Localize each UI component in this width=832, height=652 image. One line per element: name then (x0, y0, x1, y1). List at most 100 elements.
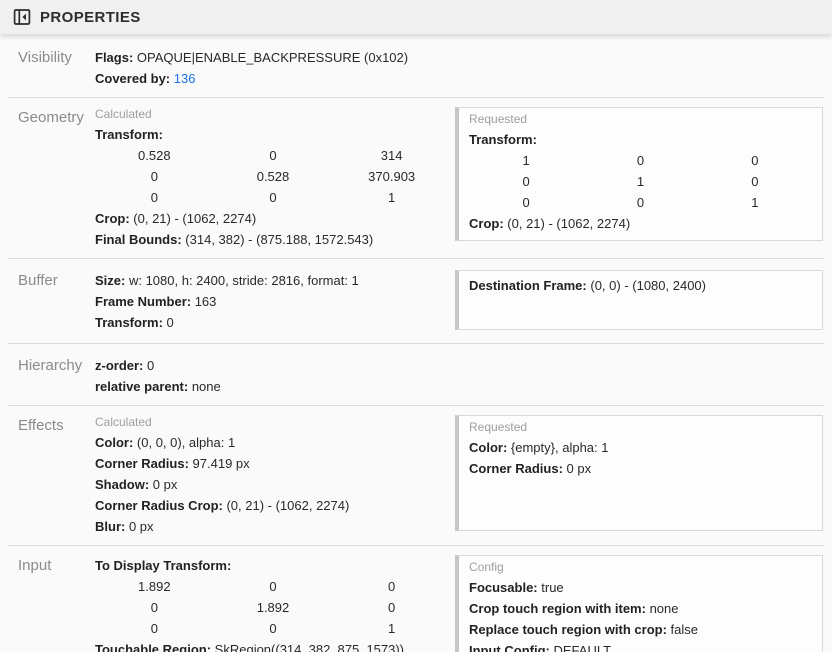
touchable-region-row: Touchable Region: SkRegion((314, 382, 87… (95, 639, 450, 652)
destination-frame-value: (0, 0) - (1080, 2400) (590, 278, 706, 293)
matrix-cell: 0 (150, 169, 158, 184)
size-label: Size: (95, 273, 126, 288)
section-label-hierarchy: Hierarchy (18, 357, 83, 374)
section-buffer: Buffer Size: w: 1080, h: 2400, stride: 2… (0, 259, 832, 343)
final-bounds-value: (314, 382) - (875.188, 1572.543) (185, 232, 374, 247)
matrix-cell: 1 (636, 174, 645, 189)
replace-touch-region-row: Replace touch region with crop: false (469, 619, 812, 640)
corner-radius-label: Corner Radius: (95, 456, 189, 471)
matrix-cell: 1 (388, 190, 396, 205)
focusable-value: true (541, 580, 564, 595)
input-transform-matrix: 1.892 0 0 0 1.892 0 0 0 1 (95, 576, 451, 639)
crop-label: Crop: (95, 211, 130, 226)
transform-row: Transform: (469, 129, 812, 150)
section-label-buffer: Buffer (18, 272, 58, 289)
input-config-value: DEFAULT (553, 643, 612, 652)
size-value: w: 1080, h: 2400, stride: 2816, format: … (128, 273, 359, 288)
crop-row: Crop: (0, 21) - (1062, 2274) (95, 208, 450, 229)
matrix-cell: 0 (388, 579, 396, 594)
blur-label: Blur: (95, 519, 126, 534)
shadow-value: 0 px (152, 477, 178, 492)
transform-row: Transform: (95, 124, 450, 145)
geometry-calculated: Calculated Transform: 0.528 0 314 0 0.52… (95, 107, 455, 250)
requested-group-label: Requested (469, 112, 528, 126)
section-label-geometry: Geometry (18, 109, 84, 126)
geometry-requested-box: Requested Transform: 1 0 0 0 1 0 0 0 1 C… (455, 107, 823, 241)
corner-radius-value: 0 px (566, 461, 592, 476)
config-group-label: Config (469, 560, 504, 574)
crop-touch-region-value: none (649, 601, 679, 616)
matrix-cell: 0 (751, 153, 759, 168)
blur-value: 0 px (128, 519, 154, 534)
section-effects: Effects Calculated Color: (0, 0, 0), alp… (0, 406, 832, 545)
corner-radius-crop-row: Corner Radius Crop: (0, 21) - (1062, 227… (95, 495, 450, 516)
color-value: (0, 0, 0), alpha: 1 (136, 435, 236, 450)
buffer-requested-box: Destination Frame: (0, 0) - (1080, 2400) (455, 270, 823, 330)
effects-requested-box: Requested Color: {empty}, alpha: 1 Corne… (455, 415, 823, 531)
flags-value: OPAQUE|ENABLE_BACKPRESSURE (0x102) (136, 50, 409, 65)
matrix-cell: 1.892 (138, 579, 171, 594)
flags-row: Flags: OPAQUE|ENABLE_BACKPRESSURE (0x102… (95, 47, 818, 68)
matrix-cell: 0 (522, 195, 530, 210)
section-divider (8, 343, 824, 344)
section-label-effects: Effects (18, 417, 64, 434)
section-geometry: Geometry Calculated Transform: 0.528 0 3… (0, 98, 832, 258)
matrix-cell: 0 (150, 600, 158, 615)
color-label: Color: (95, 435, 134, 450)
matrix-cell: 0 (150, 621, 158, 636)
section-divider (8, 405, 824, 406)
properties-content: Visibility Flags: OPAQUE|ENABLE_BACKPRES… (0, 34, 832, 652)
matrix-cell: 0 (269, 190, 277, 205)
matrix-cell: 1 (751, 195, 759, 210)
matrix-cell: 0 (269, 148, 277, 163)
covered-by-link[interactable]: 136 (173, 71, 196, 86)
shadow-label: Shadow: (95, 477, 150, 492)
buffer-body: Size: w: 1080, h: 2400, stride: 2816, fo… (95, 270, 455, 333)
focusable-label: Focusable: (469, 580, 538, 595)
section-divider (8, 545, 824, 546)
corner-radius-value: 97.419 px (192, 456, 250, 471)
matrix-cell: 0 (150, 190, 158, 205)
destination-frame-row: Destination Frame: (0, 0) - (1080, 2400) (469, 275, 812, 296)
shadow-row: Shadow: 0 px (95, 474, 450, 495)
transform-label: Transform: (95, 127, 163, 142)
relative-parent-row: relative parent: none (95, 376, 818, 397)
final-bounds-label: Final Bounds: (95, 232, 182, 247)
matrix-cell: 0 (269, 579, 277, 594)
input-body: To Display Transform: 1.892 0 0 0 1.892 … (95, 555, 455, 652)
matrix-cell: 0 (388, 600, 396, 615)
matrix-cell: 0 (269, 621, 277, 636)
replace-touch-region-value: false (670, 622, 699, 637)
touchable-region-label: Touchable Region: (95, 642, 212, 652)
section-input: Input To Display Transform: 1.892 0 0 0 … (0, 546, 832, 652)
corner-radius-crop-label: Corner Radius Crop: (95, 498, 223, 513)
matrix-cell: 0.528 (256, 169, 290, 184)
relative-parent-label: relative parent: (95, 379, 189, 394)
buffer-transform-value: 0 (166, 315, 174, 330)
corner-radius-row: Corner Radius: 0 px (469, 458, 812, 479)
effects-calculated: Calculated Color: (0, 0, 0), alpha: 1 Co… (95, 415, 455, 537)
buffer-transform-row: Transform: 0 (95, 312, 450, 333)
covered-by-label: Covered by: (95, 71, 171, 86)
color-row: Color: (0, 0, 0), alpha: 1 (95, 432, 450, 453)
section-divider (8, 97, 824, 98)
final-bounds-row: Final Bounds: (314, 382) - (875.188, 157… (95, 229, 450, 250)
corner-radius-crop-value: (0, 21) - (1062, 2274) (226, 498, 350, 513)
input-config-box: Config Focusable: true Crop touch region… (455, 555, 823, 652)
touchable-region-value: SkRegion((314, 382, 875, 1573)) (214, 642, 405, 652)
matrix-cell: 1.892 (256, 600, 290, 615)
crop-value: (0, 21) - (1062, 2274) (507, 216, 631, 231)
matrix-cell: 0 (636, 195, 645, 210)
section-label-visibility: Visibility (18, 49, 72, 66)
size-row: Size: w: 1080, h: 2400, stride: 2816, fo… (95, 270, 450, 291)
replace-touch-region-label: Replace touch region with crop: (469, 622, 667, 637)
properties-header: PROPERTIES (0, 0, 832, 34)
matrix-cell: 1 (522, 153, 530, 168)
flags-label: Flags: (95, 50, 134, 65)
crop-label: Crop: (469, 216, 504, 231)
input-config-label: Input Config: (469, 643, 550, 652)
relative-parent-value: none (191, 379, 221, 394)
section-label-input: Input (18, 557, 52, 574)
calculated-group-label: Calculated (95, 107, 152, 121)
page-title: PROPERTIES (40, 8, 141, 26)
